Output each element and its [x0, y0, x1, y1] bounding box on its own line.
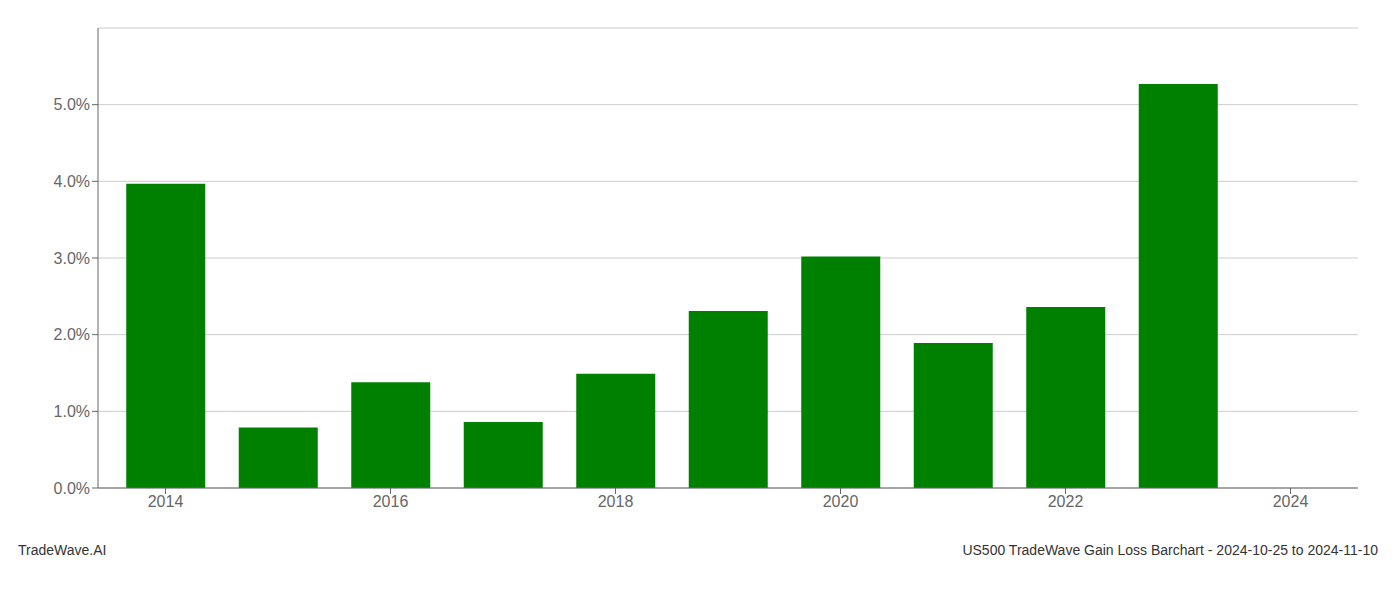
- svg-text:5.0%: 5.0%: [54, 96, 90, 113]
- html-text:US500 TradeWave Gain Loss Barc: US500 TradeWave Gain Loss Barchart - 202…: [962, 542, 1378, 558]
- svg-text:2024: 2024: [1273, 493, 1309, 510]
- svg-text:2.0%: 2.0%: [54, 326, 90, 343]
- svg-text:2018: 2018: [598, 493, 634, 510]
- svg-text:2016: 2016: [373, 493, 409, 510]
- svg-text:2014: 2014: [148, 493, 184, 510]
- svg-text:4.0%: 4.0%: [54, 173, 90, 190]
- html-text:TradeWave.AI: TradeWave.AI: [18, 542, 107, 558]
- svg-text:3.0%: 3.0%: [54, 250, 90, 267]
- svg-text:2022: 2022: [1048, 493, 1084, 510]
- svg-text:0.0%: 0.0%: [54, 480, 90, 497]
- svg-text:1.0%: 1.0%: [54, 403, 90, 420]
- svg-text:2020: 2020: [823, 493, 859, 510]
